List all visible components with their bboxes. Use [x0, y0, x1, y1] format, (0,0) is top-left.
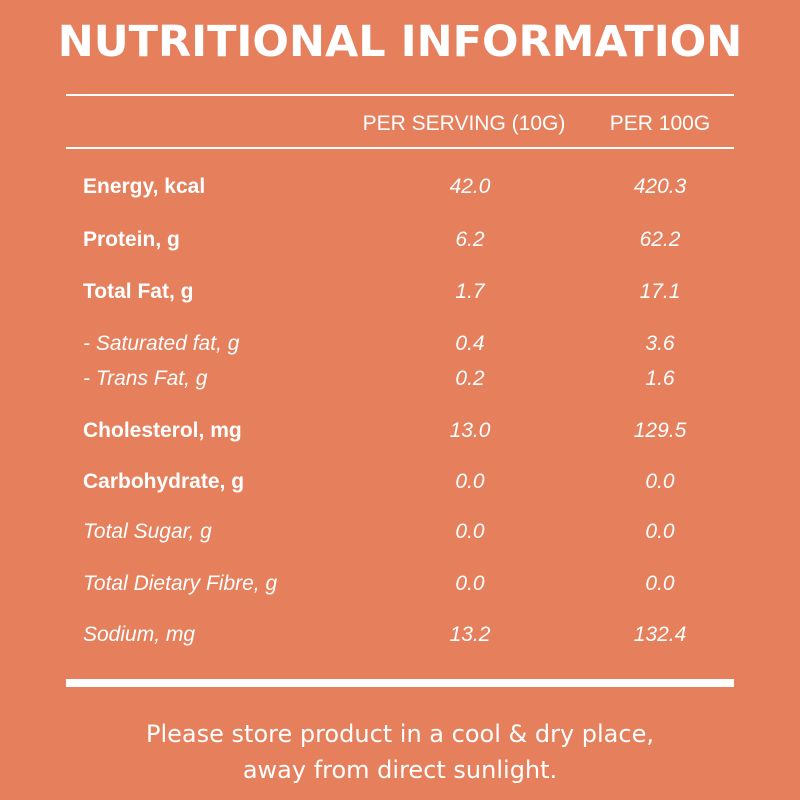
row-label: Cholesterol, mg: [83, 419, 242, 442]
row-label: Energy, kcal: [83, 175, 206, 198]
row-label: - Trans Fat, g: [83, 367, 208, 390]
row-label: Total Sugar, g: [83, 520, 212, 543]
table-row: Total Dietary Fibre, g 0.0 0.0: [0, 569, 800, 599]
per-100g-value: 62.2: [639, 228, 681, 251]
row-label: - Saturated fat, g: [83, 332, 240, 355]
per-serving-value: 6.2: [455, 228, 485, 251]
per-100g-value: 0.0: [645, 520, 675, 543]
row-label: Protein, g: [83, 228, 180, 251]
table-row: Total Sugar, g 0.0 0.0: [0, 517, 800, 547]
per-serving-value: 0.0: [455, 520, 485, 543]
per-serving-value: 13.0: [449, 419, 491, 442]
per-serving-value: 0.4: [455, 332, 485, 355]
storage-note-line: Please store product in a cool & dry pla…: [146, 720, 654, 748]
row-label: Total Dietary Fibre, g: [83, 572, 278, 595]
column-header-per-100g: PER 100G: [609, 112, 711, 135]
table-row: Total Fat, g 1.7 17.1: [0, 277, 800, 307]
per-100g-value: 420.3: [633, 175, 687, 198]
row-label: Sodium, mg: [83, 623, 196, 646]
per-100g-value: 17.1: [639, 280, 681, 303]
per-serving-value: 13.2: [449, 623, 491, 646]
storage-note: Please store product in a cool & dry pla…: [0, 716, 800, 788]
table-row: - Saturated fat, g 0.4 3.6: [0, 329, 800, 359]
per-100g-value: 0.0: [645, 470, 675, 493]
row-label: Total Fat, g: [83, 280, 194, 303]
table-row: Energy, kcal 42.0 420.3: [0, 172, 800, 202]
per-serving-value: 0.0: [455, 572, 485, 595]
table-row: Carbohydrate, g 0.0 0.0: [0, 467, 800, 497]
table-row: Protein, g 6.2 62.2: [0, 225, 800, 255]
bottom-divider: [66, 679, 734, 687]
header-divider: [66, 147, 734, 149]
column-header-per-serving: PER SERVING (10G): [362, 112, 566, 135]
per-serving-value: 0.2: [455, 367, 485, 390]
per-100g-value: 3.6: [645, 332, 675, 355]
top-divider: [66, 94, 734, 96]
table-row: - Trans Fat, g 0.2 1.6: [0, 364, 800, 394]
per-100g-value: 129.5: [633, 419, 687, 442]
table-row: Sodium, mg 13.2 132.4: [0, 620, 800, 650]
page-title: NUTRITIONAL INFORMATION: [57, 17, 743, 67]
per-100g-value: 1.6: [645, 367, 675, 390]
storage-note-line: away from direct sunlight.: [242, 756, 558, 784]
table-row: Cholesterol, mg 13.0 129.5: [0, 416, 800, 446]
per-serving-value: 1.7: [455, 280, 485, 303]
row-label: Carbohydrate, g: [83, 470, 245, 493]
per-100g-value: 132.4: [633, 623, 687, 646]
per-serving-value: 0.0: [455, 470, 485, 493]
per-100g-value: 0.0: [645, 572, 675, 595]
per-serving-value: 42.0: [449, 175, 491, 198]
